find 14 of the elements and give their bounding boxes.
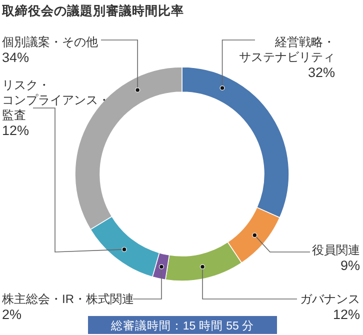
data-label: 34% xyxy=(2,50,30,65)
data-label: 9% xyxy=(340,258,360,273)
slice-label: 役員関連 xyxy=(312,243,360,257)
data-label: 32% xyxy=(308,65,335,80)
data-label: 2% xyxy=(2,307,22,322)
slice-label: 経営戦略・サステナビリティ xyxy=(239,35,335,64)
data-label: 12% xyxy=(2,123,30,138)
slice-label: 株主総会・IR・株式関連 xyxy=(1,292,134,306)
text: 総審議時間：15 時間 55 分 xyxy=(110,318,254,332)
slice-label: リスク・コンプライアンス・監査 xyxy=(2,78,110,122)
data-label: 12% xyxy=(332,307,360,322)
slice-label: ガバナンス xyxy=(300,292,360,306)
chart-title: 取締役会の議題別審議時間比率 xyxy=(1,3,184,18)
slice-label: 個別議案・その他 xyxy=(2,35,98,49)
